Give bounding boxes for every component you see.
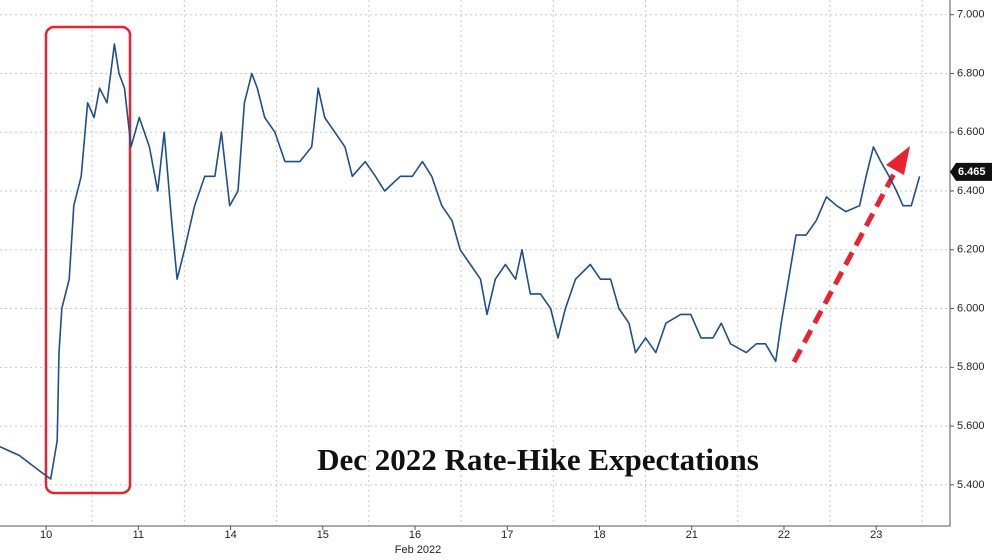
axes: 5.400 5.600 5.800 6.000 6.200 6.400 6.600 6.800… [0, 0, 985, 541]
x-tick-label: 15 [317, 529, 329, 541]
y-tick-label: 5.400 [957, 479, 985, 491]
x-tick-label: 23 [870, 529, 882, 541]
trend-arrow [791, 146, 910, 364]
y-tick-label: 6.400 [957, 185, 985, 197]
price-line [0, 43, 921, 480]
y-tick-label: 6.200 [957, 244, 985, 256]
x-tick-label: 22 [778, 529, 790, 541]
x-axis-label: Feb 2022 [395, 544, 441, 556]
x-tick-label: 18 [593, 529, 605, 541]
y-tick-label: 6.000 [957, 302, 985, 314]
highlight-box [44, 25, 132, 495]
y-tick-label: 7.000 [957, 9, 985, 21]
x-tick-label: 16 [409, 529, 421, 541]
arrow-shaft [791, 166, 900, 364]
y-tick-label: 6.800 [957, 67, 985, 79]
x-tick-label: 10 [40, 529, 52, 541]
x-tick-label: 17 [501, 529, 513, 541]
y-tick-label: 5.600 [957, 420, 985, 432]
last-value-label: 6.465 [958, 166, 986, 178]
last-value-tag [950, 162, 992, 181]
x-tick-label: 11 [133, 529, 144, 541]
y-tick-label: 5.800 [957, 361, 985, 373]
annotation: Dec 2022 Rate-Hike Expectations [317, 442, 759, 477]
y-tick-label: 6.600 [957, 126, 985, 138]
x-tick-label: 14 [224, 529, 236, 541]
arrow-head [886, 146, 910, 175]
x-tick-label: 21 [686, 529, 698, 541]
